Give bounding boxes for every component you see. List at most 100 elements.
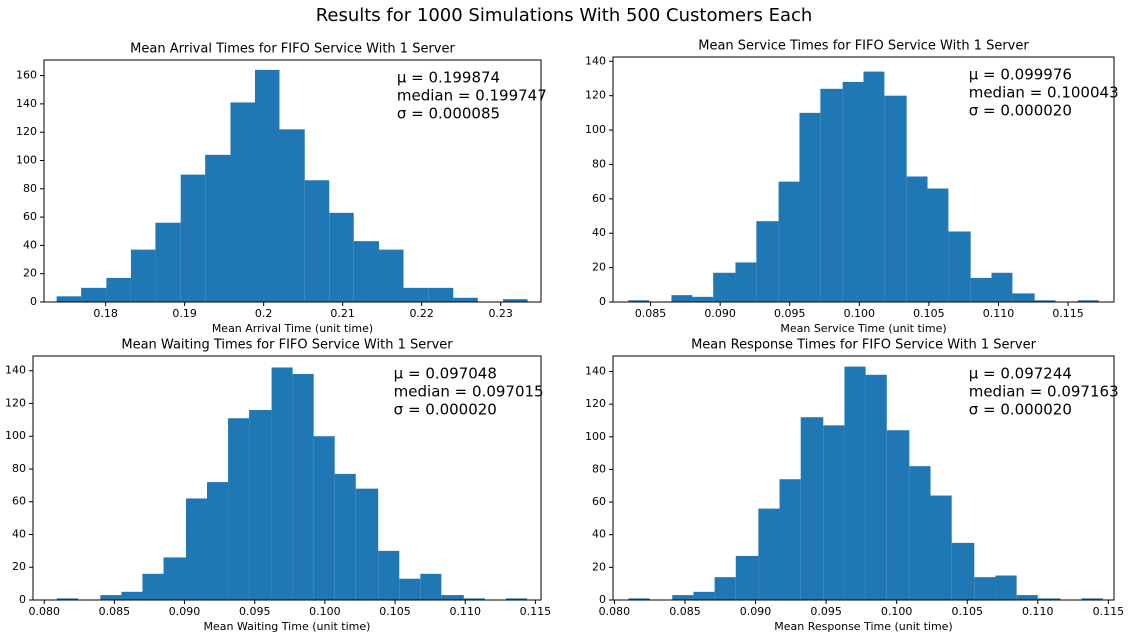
bar [927,188,949,302]
annotation: median = 0.199747 [397,87,547,105]
y-tick-label: 0 [19,593,26,606]
bar [279,129,305,302]
bar [505,598,527,600]
annotation: μ = 0.199874 [397,69,500,87]
x-tick-label: 0.090 [704,307,736,320]
bar [692,296,714,302]
y-tick-label: 60 [592,192,606,205]
y-tick-label: 80 [23,182,37,195]
y-tick-label: 120 [585,89,606,102]
bar [428,287,454,302]
y-tick-label: 20 [592,261,606,274]
x-tick-label: 0.105 [379,605,411,618]
bar [503,299,528,302]
bar [930,495,952,600]
bar [800,417,824,600]
bar [1012,293,1035,302]
y-tick-label: 140 [585,365,606,378]
y-tick-label: 120 [585,397,606,410]
x-tick-label: 0.115 [1052,307,1084,320]
bar [230,102,255,302]
bar [778,181,800,302]
bar [884,95,907,303]
bar [180,174,206,302]
bar [142,573,164,600]
y-tick-label: 40 [592,226,606,239]
bar [453,297,478,302]
y-tick-label: 40 [12,527,26,540]
bar [906,176,928,302]
bar [842,81,864,302]
bar [823,425,845,600]
bar [378,550,400,600]
bar [1034,300,1056,302]
x-tick-label: 0.19 [172,307,197,320]
x-tick-label: 0.090 [169,605,201,618]
x-tick-label: 0.095 [810,605,842,618]
bar [313,436,335,600]
y-tick-label: 0 [30,295,37,308]
annotation: median = 0.097015 [394,383,544,401]
x-tick-label: 0.110 [449,605,481,618]
y-tick-label: 140 [585,54,606,67]
bar [1016,595,1038,600]
annotation: σ = 0.000020 [394,401,497,419]
axes-frame [43,59,542,303]
y-tick-label: 120 [16,125,37,138]
axes-title: Mean Response Times for FIFO Service Wit… [691,338,1037,353]
bar [355,488,379,600]
x-tick-label: 0.18 [93,307,118,320]
x-tick-label: 0.095 [239,605,271,618]
x-tick-label: 0.23 [488,307,513,320]
annotation: median = 0.097163 [969,383,1119,401]
y-tick-label: 20 [592,560,606,573]
bar [779,479,801,600]
bar [671,295,693,302]
bar [693,591,715,600]
x-tick-label: 0.100 [309,605,341,618]
y-tick-label: 80 [12,462,26,475]
y-tick-label: 100 [585,430,606,443]
bar [56,296,82,302]
x-tick-label: 0.090 [740,605,772,618]
bar [304,180,330,302]
bar [951,542,975,600]
bar [713,272,736,302]
bar [121,591,143,600]
y-tick-label: 100 [16,153,37,166]
y-tick-label: 120 [5,396,26,409]
x-tick-label: 0.110 [1022,605,1054,618]
bar [441,595,464,600]
bar [249,410,272,600]
axes-frame [612,355,1115,601]
x-tick-label: 0.085 [635,307,667,320]
bar [735,262,757,302]
bar [271,367,293,600]
axes-title: Mean Waiting Times for FIFO Service With… [121,338,453,353]
bar [672,595,694,600]
y-tick-label: 0 [599,593,606,606]
bar [714,577,736,600]
y-tick-label: 140 [5,364,26,377]
x-axis-label: Mean Response Time (unit time) [774,620,952,633]
bar [886,430,910,600]
x-tick-label: 0.2 [255,307,273,320]
bar [909,466,931,600]
y-tick-label: 100 [585,123,606,136]
y-tick-label: 20 [12,560,26,573]
x-tick-label: 0.105 [951,605,983,618]
y-tick-label: 60 [23,210,37,223]
x-tick-label: 0.105 [913,307,945,320]
annotation: σ = 0.000085 [397,105,500,123]
x-tick-label: 0.080 [599,605,631,618]
bar [379,249,404,302]
bar [863,71,885,302]
bar [334,473,356,600]
bar [228,418,250,600]
bar [844,366,866,600]
bar [948,231,971,302]
bar [865,374,887,600]
bar [353,241,380,302]
bar [329,212,354,302]
